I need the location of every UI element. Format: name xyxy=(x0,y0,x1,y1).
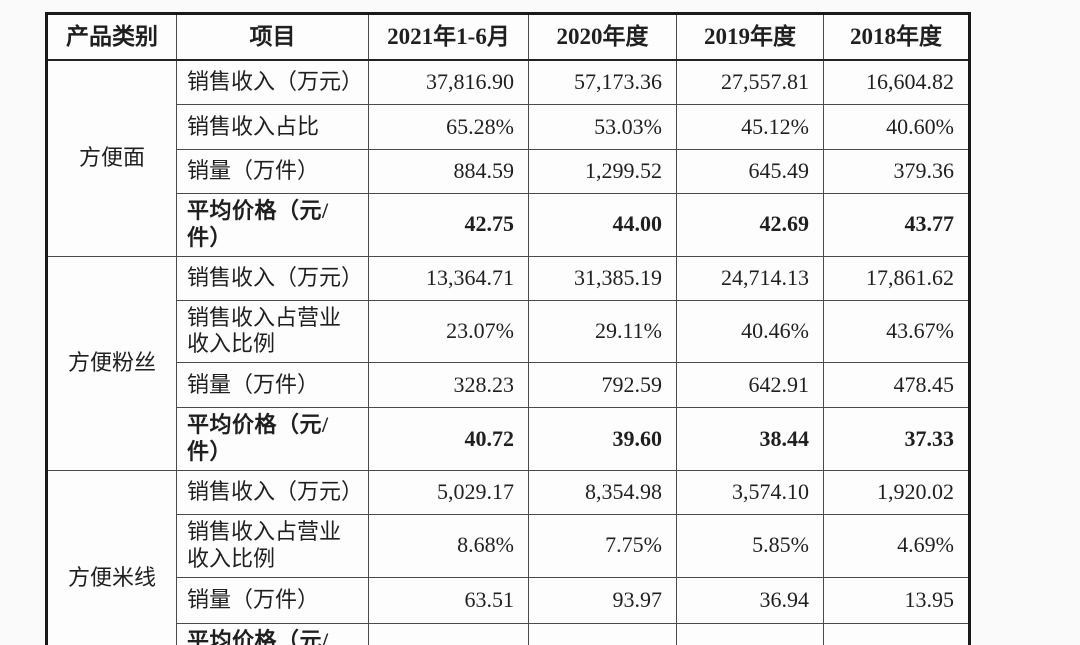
header-cell-item: 项目 xyxy=(176,13,369,61)
value-cell: 37.33 xyxy=(823,407,970,471)
value-cell: 39.60 xyxy=(528,407,677,471)
item-label-cell: 平均价格（元/件） xyxy=(176,407,369,471)
value-cell: 792.59 xyxy=(528,362,677,409)
value-cell: 1,920.02 xyxy=(823,469,970,515)
category-cell: 方便粉丝 xyxy=(46,255,177,471)
value-cell: 1,299.52 xyxy=(528,149,677,194)
value-cell: 40.72 xyxy=(368,407,529,471)
product-sales-table: 产品类别 项目 2021年1-6月 2020年度 2019年度 2018年度 方… xyxy=(45,12,971,645)
value-cell: 79.18 xyxy=(368,622,529,645)
value-cell: 5.85% xyxy=(676,513,824,578)
value-cell: 37,816.90 xyxy=(368,59,529,105)
value-cell: 63.51 xyxy=(368,576,529,624)
value-cell: 7.75% xyxy=(528,513,677,578)
value-cell: 379.36 xyxy=(823,149,970,194)
table-row-average-price: 平均价格（元/件） 79.18 88.91 96.76 137.66 xyxy=(47,622,970,645)
value-cell: 8.68% xyxy=(368,513,529,578)
item-label-cell: 销售收入（万元） xyxy=(176,255,369,301)
item-label-cell: 销量（万件） xyxy=(176,362,369,409)
value-cell: 42.75 xyxy=(368,193,529,257)
value-cell: 8,354.98 xyxy=(528,469,677,515)
table-row: 销量（万件） 63.51 93.97 36.94 13.95 xyxy=(47,576,970,624)
value-cell: 44.00 xyxy=(528,193,677,257)
category-cell: 方便米线 xyxy=(46,469,177,645)
table-row: 方便粉丝 销售收入（万元） 13,364.71 31,385.19 24,714… xyxy=(46,255,970,471)
value-cell: 93.97 xyxy=(528,576,677,624)
value-cell: 5,029.17 xyxy=(368,469,529,515)
value-cell: 13.95 xyxy=(823,576,970,624)
value-cell: 24,714.13 xyxy=(676,255,824,301)
header-cell-product-category: 产品类别 xyxy=(46,13,177,61)
table-row: 销售收入占比 65.28% 53.03% 45.12% 40.60% xyxy=(47,104,970,150)
value-cell: 27,557.81 xyxy=(676,59,824,105)
item-label-cell: 销售收入（万元） xyxy=(176,59,369,105)
value-cell: 328.23 xyxy=(368,362,529,409)
value-cell: 4.69% xyxy=(823,513,970,578)
item-label-cell: 销量（万件） xyxy=(176,149,369,194)
value-cell: 57,173.36 xyxy=(528,59,677,105)
table-row: 方便米线 销售收入（万元） 5,029.17 8,354.98 3,574.10… xyxy=(46,469,970,645)
value-cell: 16,604.82 xyxy=(823,59,970,105)
table-row: 销售收入占营业收入比例 8.68% 7.75% 5.85% 4.69% xyxy=(47,513,970,578)
header-cell-2019: 2019年度 xyxy=(676,13,824,61)
value-cell: 29.11% xyxy=(528,299,677,364)
value-cell: 43.77 xyxy=(823,193,970,257)
value-cell: 23.07% xyxy=(368,299,529,364)
table-row-average-price: 平均价格（元/件） 42.75 44.00 42.69 43.77 xyxy=(47,193,970,257)
item-label-cell: 平均价格（元/件） xyxy=(176,193,369,257)
table-row: 销售收入占营业收入比例 23.07% 29.11% 40.46% 43.67% xyxy=(47,299,970,364)
header-cell-2020: 2020年度 xyxy=(528,13,677,61)
value-cell: 42.69 xyxy=(676,193,824,257)
item-label-cell: 销售收入占营业收入比例 xyxy=(176,299,369,364)
value-cell: 642.91 xyxy=(676,362,824,409)
table-row: 方便面 销售收入（万元） 37,816.90 57,173.36 27,557.… xyxy=(46,59,970,257)
value-cell: 43.67% xyxy=(823,299,970,364)
item-label-cell: 销售收入（万元） xyxy=(176,469,369,515)
value-cell: 88.91 xyxy=(528,622,677,645)
value-cell: 65.28% xyxy=(368,104,529,150)
table-row: 销量（万件） 884.59 1,299.52 645.49 379.36 xyxy=(47,149,970,194)
value-cell: 53.03% xyxy=(528,104,677,150)
value-cell: 45.12% xyxy=(676,104,824,150)
table-row-average-price: 平均价格（元/件） 40.72 39.60 38.44 37.33 xyxy=(47,407,970,471)
item-label-cell: 销售收入占营业收入比例 xyxy=(176,513,369,578)
value-cell: 31,385.19 xyxy=(528,255,677,301)
value-cell: 17,861.62 xyxy=(823,255,970,301)
value-cell: 645.49 xyxy=(676,149,824,194)
value-cell: 137.66 xyxy=(823,622,970,645)
table-row: 销量（万件） 328.23 792.59 642.91 478.45 xyxy=(47,362,970,409)
value-cell: 40.60% xyxy=(823,104,970,150)
category-cell: 方便面 xyxy=(46,59,177,257)
header-cell-2018: 2018年度 xyxy=(823,13,970,61)
value-cell: 884.59 xyxy=(368,149,529,194)
value-cell: 36.94 xyxy=(676,576,824,624)
item-label-cell: 销售收入占比 xyxy=(176,104,369,150)
header-cell-2021: 2021年1-6月 xyxy=(368,13,529,61)
header-row: 产品类别 项目 2021年1-6月 2020年度 2019年度 2018年度 xyxy=(46,13,970,61)
value-cell: 13,364.71 xyxy=(368,255,529,301)
item-label-cell: 销量（万件） xyxy=(176,576,369,624)
item-label-cell: 平均价格（元/件） xyxy=(176,622,369,645)
value-cell: 38.44 xyxy=(676,407,824,471)
value-cell: 478.45 xyxy=(823,362,970,409)
value-cell: 40.46% xyxy=(676,299,824,364)
value-cell: 96.76 xyxy=(676,622,824,645)
value-cell: 3,574.10 xyxy=(676,469,824,515)
